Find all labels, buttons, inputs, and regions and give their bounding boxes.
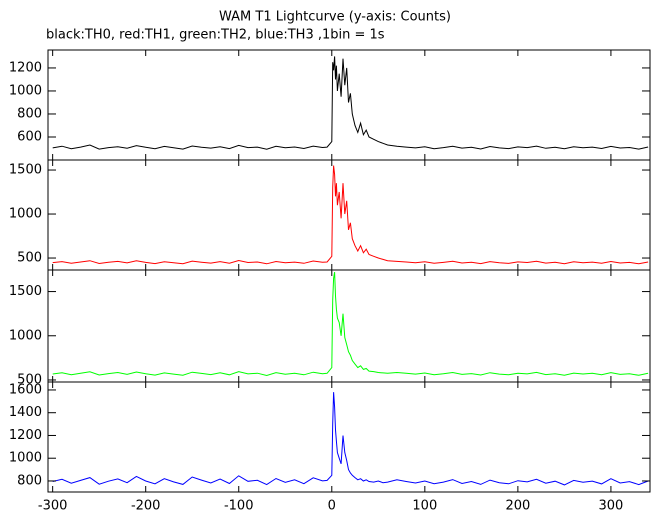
y-tick-label: 1000 [9, 207, 42, 222]
x-tick-label: 200 [505, 499, 530, 514]
x-tick-label: -300 [38, 499, 68, 514]
light-curve [52, 56, 649, 150]
y-tick-label: 500 [17, 251, 42, 266]
y-tick-label: 800 [17, 473, 42, 488]
x-tick-label: 0 [328, 499, 336, 514]
light-curve [52, 272, 649, 377]
y-tick-label: 500 [17, 372, 42, 387]
x-tick-label: 100 [412, 499, 437, 514]
y-tick-label: 1500 [9, 163, 42, 178]
y-tick-label: 1000 [9, 328, 42, 343]
panel-frame [47, 159, 651, 271]
x-tick-label: -200 [131, 499, 161, 514]
panel-frame [47, 381, 651, 493]
y-tick-label: 1200 [9, 428, 42, 443]
panel-frame [47, 49, 651, 161]
y-tick-label: 1200 [9, 60, 42, 75]
y-tick-label: 1500 [9, 284, 42, 299]
chart-title: WAM T1 Lightcurve (y-axis: Counts) [219, 10, 451, 25]
y-tick-label: 1000 [9, 83, 42, 98]
x-tick-label: 300 [599, 499, 624, 514]
panel-frame [47, 269, 651, 383]
light-curve [52, 165, 649, 265]
chart-subtitle: black:TH0, red:TH1, green:TH2, blue:TH3 … [46, 28, 385, 43]
y-tick-label: 600 [17, 129, 42, 144]
light-curve [52, 392, 649, 486]
y-tick-label: 1000 [9, 451, 42, 466]
y-tick-label: 800 [17, 106, 42, 121]
x-tick-label: -100 [224, 499, 254, 514]
y-tick-label: 1600 [9, 382, 42, 397]
y-tick-label: 1400 [9, 405, 42, 420]
